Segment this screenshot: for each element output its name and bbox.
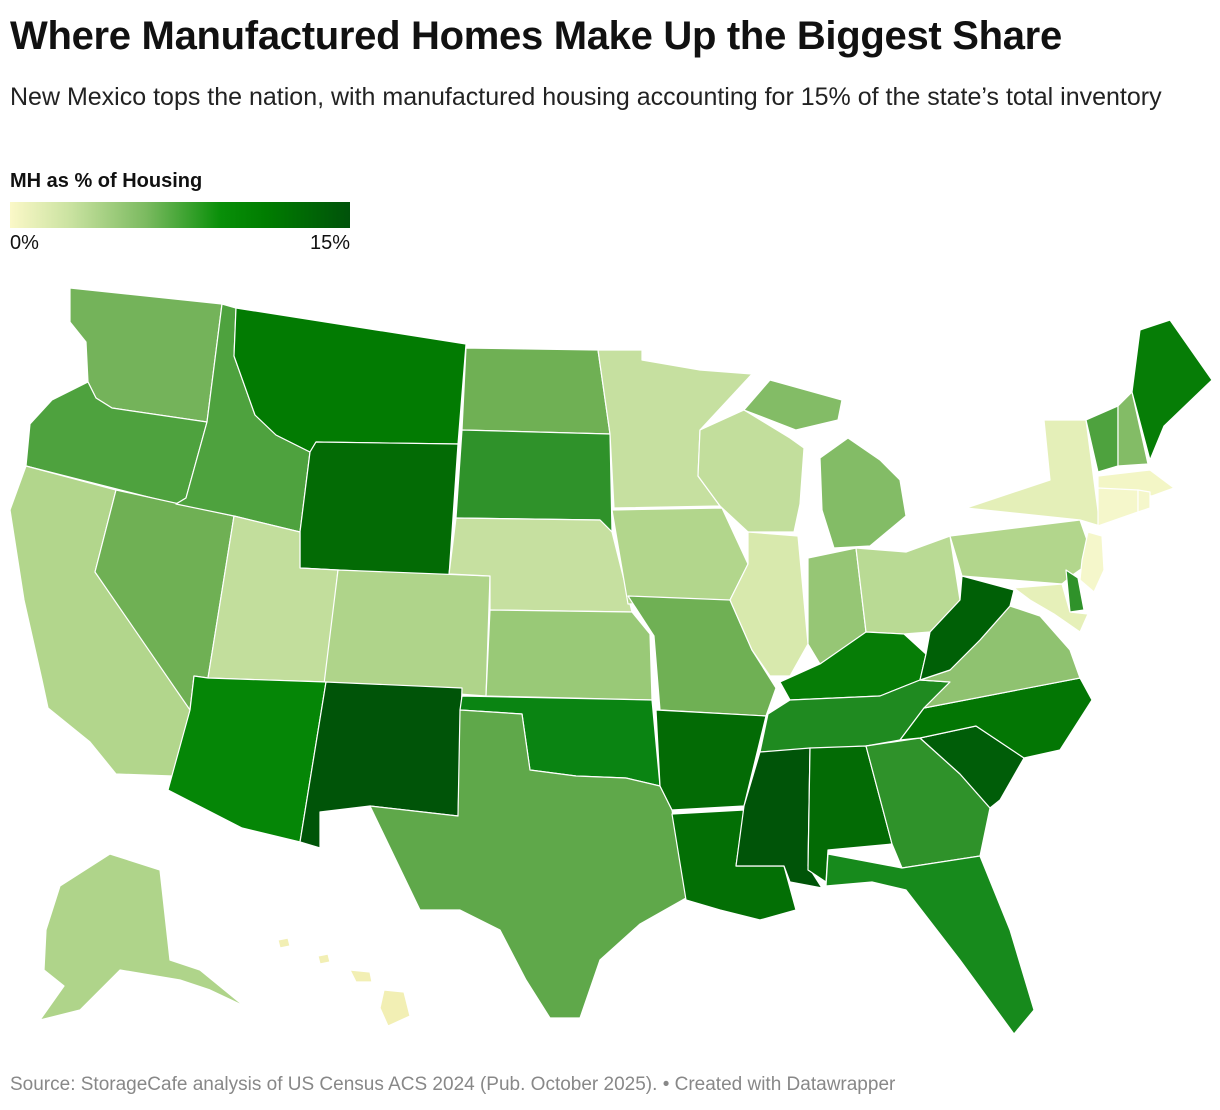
- state-south-dakota[interactable]: [455, 429, 613, 533]
- state-north-carolina[interactable]: [899, 677, 1093, 759]
- state-new-jersey[interactable]: [1079, 531, 1105, 593]
- state-michigan[interactable]: [743, 379, 907, 549]
- state-rhode-island[interactable]: [1137, 489, 1151, 513]
- state-texas[interactable]: [369, 709, 687, 1019]
- legend-min-label: 0%: [10, 232, 39, 254]
- state-colorado[interactable]: [323, 569, 491, 697]
- state-wyoming[interactable]: [299, 441, 459, 577]
- legend-labels: 0% 15%: [10, 228, 350, 254]
- state-alaska[interactable]: [39, 853, 245, 1021]
- state-iowa[interactable]: [611, 507, 749, 605]
- legend-max-label: 15%: [309, 232, 350, 254]
- state-maryland[interactable]: [1013, 583, 1089, 633]
- state-delaware[interactable]: [1065, 569, 1085, 613]
- legend-title: MH as % of Housing: [10, 170, 203, 192]
- state-wisconsin[interactable]: [697, 409, 805, 533]
- state-kansas[interactable]: [485, 609, 653, 701]
- state-arizona[interactable]: [167, 675, 327, 843]
- legend-color-scale: [10, 202, 350, 228]
- state-connecticut[interactable]: [1097, 487, 1139, 527]
- state-illinois[interactable]: [729, 531, 809, 677]
- chart-title: Where Manufactured Homes Make Up the Big…: [10, 14, 1062, 58]
- state-new-york[interactable]: [965, 419, 1101, 527]
- state-west-virginia[interactable]: [919, 575, 1015, 681]
- state-north-dakota[interactable]: [461, 347, 611, 435]
- state-new-hampshire[interactable]: [1117, 391, 1149, 467]
- state-florida[interactable]: [825, 853, 1035, 1035]
- source-credit: Source: StorageCafe analysis of US Censu…: [10, 1074, 896, 1095]
- state-hawaii[interactable]: [277, 937, 411, 1027]
- chart-subtitle: New Mexico tops the nation, with manufac…: [10, 83, 1162, 111]
- state-arkansas[interactable]: [655, 709, 767, 811]
- state-maine[interactable]: [1131, 319, 1213, 461]
- color-legend: MH as % of Housing 0% 15%: [10, 168, 350, 254]
- us-choropleth-map: [9, 287, 1213, 1035]
